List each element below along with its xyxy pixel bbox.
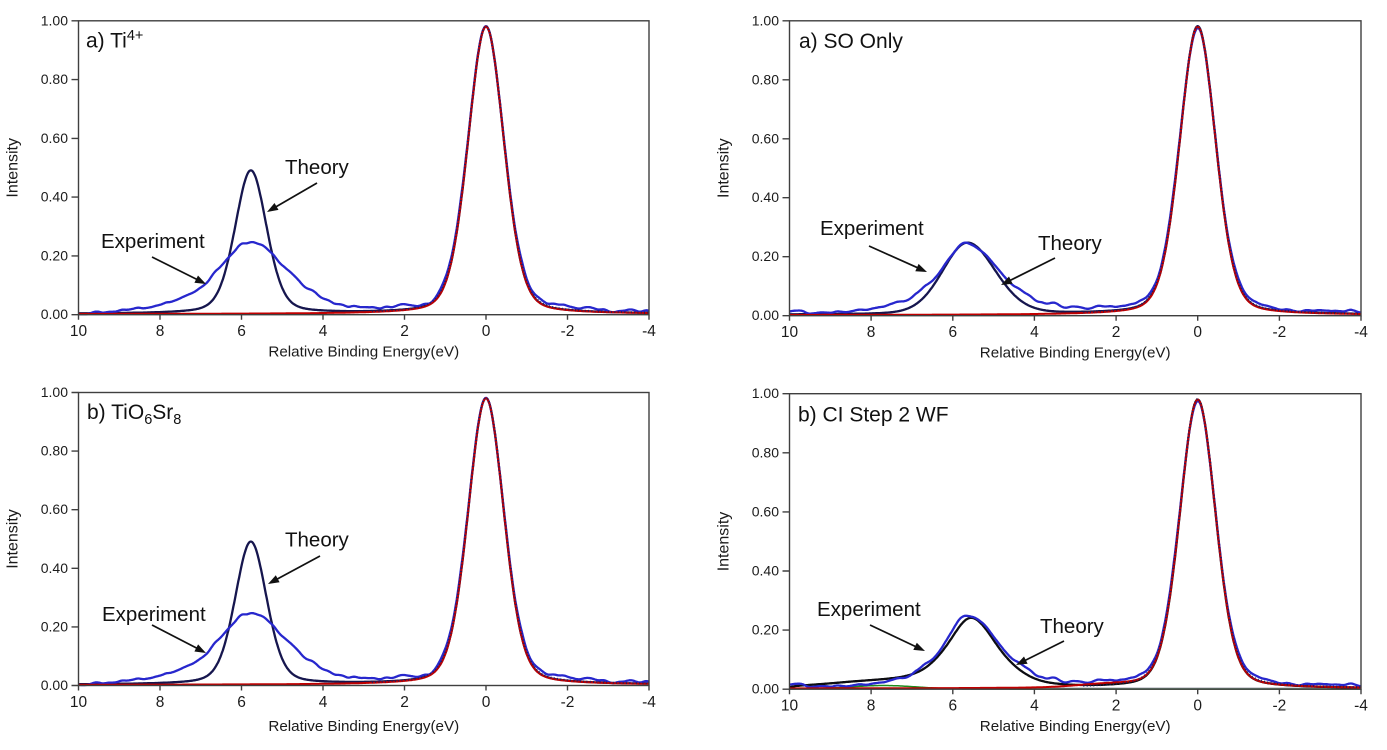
- svg-text:-4: -4: [1354, 324, 1368, 341]
- svg-text:4: 4: [319, 323, 328, 340]
- svg-text:Experiment: Experiment: [102, 603, 206, 626]
- svg-text:0.40: 0.40: [752, 189, 779, 205]
- svg-text:6: 6: [237, 323, 246, 340]
- svg-text:-4: -4: [642, 323, 656, 340]
- svg-text:Experiment: Experiment: [820, 217, 924, 240]
- svg-text:2: 2: [1112, 698, 1121, 715]
- svg-text:0.20: 0.20: [752, 622, 779, 638]
- svg-text:Experiment: Experiment: [101, 230, 205, 253]
- svg-text:0.60: 0.60: [41, 130, 68, 146]
- svg-text:1.00: 1.00: [41, 12, 68, 28]
- svg-text:1.00: 1.00: [752, 385, 779, 401]
- svg-text:0.80: 0.80: [41, 71, 68, 87]
- svg-text:8: 8: [867, 324, 876, 341]
- svg-text:6: 6: [948, 698, 957, 715]
- svg-text:6: 6: [237, 694, 246, 711]
- svg-text:0.80: 0.80: [41, 443, 68, 459]
- svg-text:-2: -2: [561, 323, 575, 340]
- svg-text:0.20: 0.20: [41, 247, 68, 263]
- svg-text:-4: -4: [1354, 698, 1368, 715]
- svg-text:0.60: 0.60: [752, 503, 779, 519]
- svg-text:8: 8: [867, 698, 876, 715]
- svg-text:8: 8: [156, 694, 165, 711]
- svg-text:10: 10: [70, 323, 88, 340]
- svg-text:4: 4: [1030, 324, 1039, 341]
- svg-text:-2: -2: [1273, 698, 1287, 715]
- svg-text:0: 0: [482, 694, 491, 711]
- svg-text:2: 2: [400, 323, 409, 340]
- svg-text:0.60: 0.60: [752, 130, 779, 146]
- svg-text:-2: -2: [561, 694, 575, 711]
- svg-text:10: 10: [70, 694, 88, 711]
- svg-text:Relative Binding Energy(eV): Relative Binding Energy(eV): [268, 344, 459, 361]
- svg-text:0.00: 0.00: [41, 306, 68, 322]
- svg-text:Relative Binding Energy(eV): Relative Binding Energy(eV): [980, 718, 1171, 735]
- svg-text:Theory: Theory: [285, 529, 350, 552]
- svg-text:0.00: 0.00: [752, 307, 779, 323]
- svg-text:8: 8: [156, 323, 165, 340]
- svg-text:0.80: 0.80: [752, 71, 779, 87]
- svg-text:0.60: 0.60: [41, 501, 68, 517]
- svg-text:0.80: 0.80: [752, 444, 779, 460]
- svg-text:b) CI Step 2 WF: b) CI Step 2 WF: [798, 404, 949, 427]
- svg-text:-4: -4: [642, 694, 656, 711]
- svg-text:6: 6: [948, 324, 957, 341]
- svg-text:Theory: Theory: [1038, 232, 1103, 255]
- svg-text:-2: -2: [1273, 324, 1287, 341]
- svg-text:4: 4: [319, 694, 328, 711]
- svg-text:0: 0: [1193, 698, 1202, 715]
- svg-text:b) TiO6Sr8: b) TiO6Sr8: [87, 401, 181, 428]
- svg-text:2: 2: [1112, 324, 1121, 341]
- svg-text:Intensity: Intensity: [5, 509, 22, 569]
- svg-text:Intensity: Intensity: [5, 138, 22, 198]
- svg-text:0.00: 0.00: [752, 681, 779, 697]
- svg-text:10: 10: [781, 698, 799, 715]
- svg-text:a) SO Only: a) SO Only: [799, 30, 903, 53]
- svg-text:0.20: 0.20: [41, 618, 68, 634]
- svg-text:Relative Binding Energy(eV): Relative Binding Energy(eV): [268, 718, 459, 735]
- svg-text:0.00: 0.00: [41, 677, 68, 693]
- svg-text:0: 0: [1193, 324, 1202, 341]
- svg-text:1.00: 1.00: [41, 384, 68, 400]
- svg-text:0.40: 0.40: [41, 560, 68, 576]
- svg-text:Theory: Theory: [1040, 615, 1105, 638]
- svg-text:10: 10: [781, 324, 799, 341]
- svg-text:2: 2: [400, 694, 409, 711]
- svg-text:0.20: 0.20: [752, 248, 779, 264]
- svg-text:4: 4: [1030, 698, 1039, 715]
- svg-text:1.00: 1.00: [752, 12, 779, 28]
- svg-text:Experiment: Experiment: [817, 598, 921, 621]
- svg-text:Intensity: Intensity: [716, 512, 733, 572]
- svg-text:Theory: Theory: [285, 156, 350, 179]
- svg-text:Relative Binding Energy(eV): Relative Binding Energy(eV): [980, 345, 1171, 362]
- svg-text:0.40: 0.40: [752, 563, 779, 579]
- svg-text:0.40: 0.40: [41, 189, 68, 205]
- svg-text:0: 0: [482, 323, 491, 340]
- svg-text:Intensity: Intensity: [716, 138, 733, 198]
